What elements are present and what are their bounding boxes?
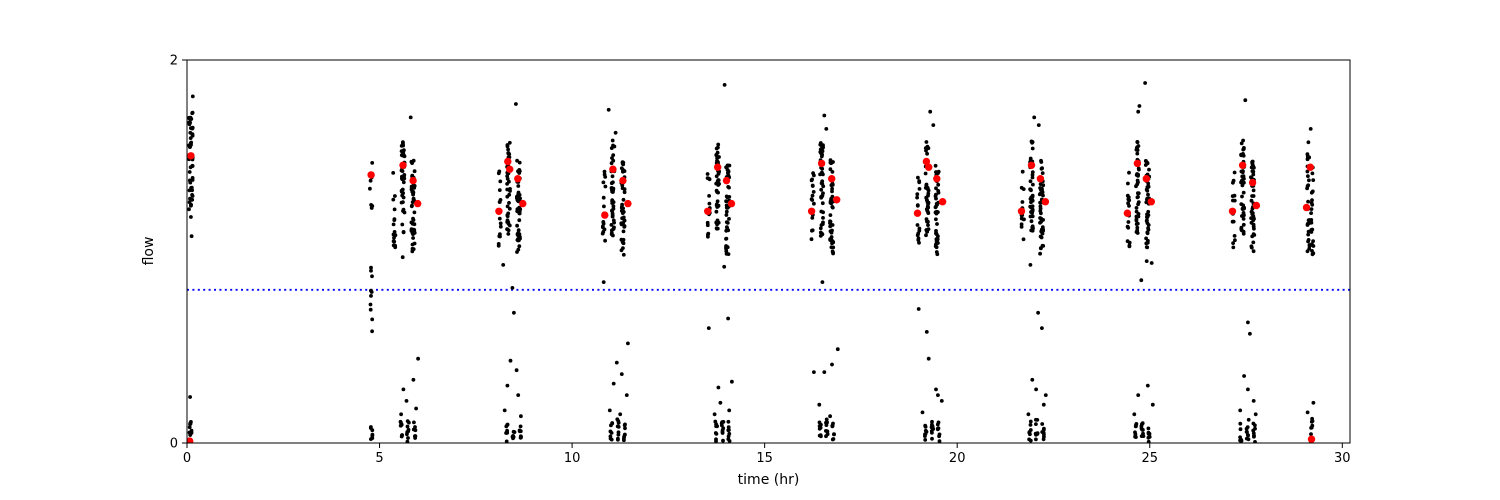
medoid-points <box>187 152 1316 443</box>
x-tick-label: 10 <box>564 451 581 466</box>
y-tick-label: 2 <box>170 54 178 69</box>
axis-ticks: 0 5 10 15 20 25 30 0 2 <box>170 54 1351 467</box>
x-tick-label: 5 <box>375 451 383 466</box>
y-tick-label: 0 <box>170 437 178 452</box>
x-tick-label: 15 <box>756 451 773 466</box>
y-axis-label: flow <box>141 236 157 266</box>
flow-sample-points <box>187 81 1316 443</box>
x-tick-label: 30 <box>1334 451 1351 466</box>
x-tick-label: 25 <box>1141 451 1158 466</box>
x-tick-label: 20 <box>949 451 966 466</box>
axes-box <box>186 59 1351 444</box>
x-axis-label: time (hr) <box>737 472 800 488</box>
x-tick-label: 0 <box>183 451 191 466</box>
